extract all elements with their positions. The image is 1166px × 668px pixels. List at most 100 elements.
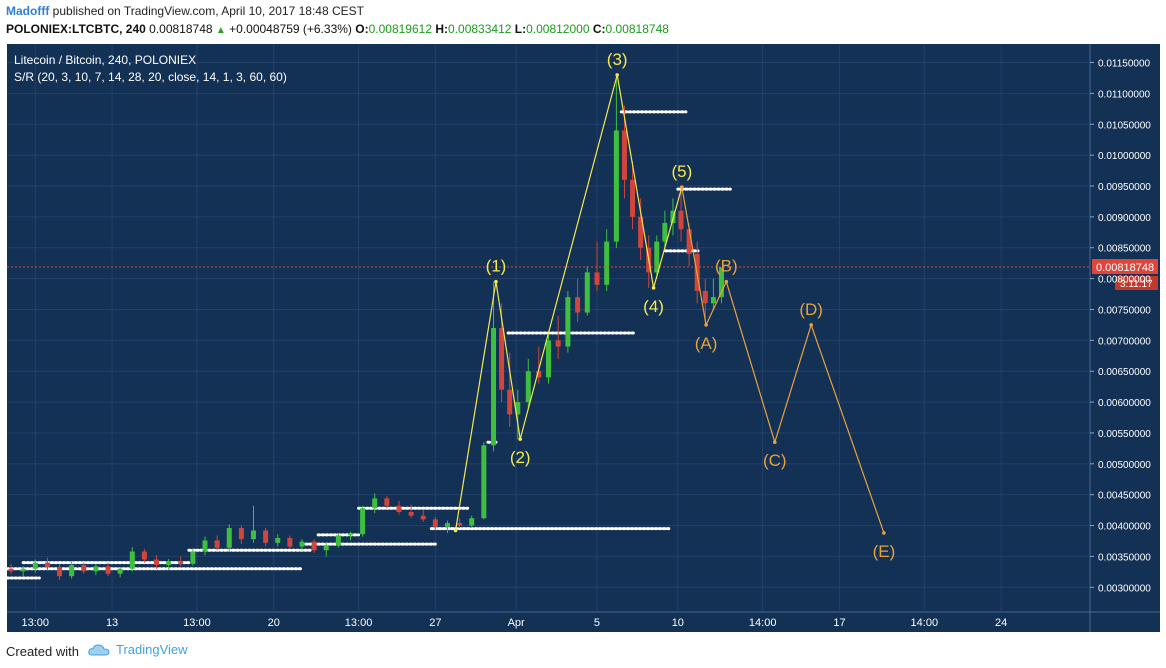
open-value: 0.00819612 xyxy=(368,22,432,36)
current-price-tag xyxy=(1092,259,1158,275)
x-tick-label: 5 xyxy=(594,617,600,629)
y-tick-label: 0.00550000 xyxy=(1098,429,1151,440)
x-tick-label: 13:00 xyxy=(22,617,50,629)
impulse-wave-label: (4) xyxy=(643,297,664,316)
candle-body xyxy=(226,528,232,548)
publish-info: published on TradingView.com, April 10, … xyxy=(52,4,364,18)
y-tick-label: 0.01150000 xyxy=(1098,59,1151,70)
x-tick-label: 24 xyxy=(995,617,1007,629)
y-tick-label: 0.00750000 xyxy=(1098,305,1151,316)
open-label: O: xyxy=(355,22,369,36)
symbol-label: POLONIEX:LTCBTC, 240 xyxy=(6,22,146,36)
candle-body xyxy=(613,130,619,242)
candle-body xyxy=(263,530,269,543)
corrective-wave-point xyxy=(772,440,777,445)
impulse-wave-label: (2) xyxy=(510,448,531,467)
y-tick-label: 0.00900000 xyxy=(1098,213,1151,224)
candle-body xyxy=(154,559,160,566)
created-with-label: Created with xyxy=(6,644,79,659)
candle-body xyxy=(8,568,14,572)
grid-lines xyxy=(7,44,1090,612)
candle-body xyxy=(499,328,505,390)
corrective-wave-label: (D) xyxy=(799,300,823,319)
x-tick-label: 27 xyxy=(429,617,441,629)
candle-body xyxy=(178,561,184,564)
candle-body xyxy=(604,241,610,285)
impulse-wave-point xyxy=(494,279,498,284)
x-tick-label: Apr xyxy=(508,617,525,629)
corrective-wave-point xyxy=(882,531,886,535)
price-axis: 0.00300000 0.00350000 0.00400000 0.00450000… xyxy=(1090,59,1151,594)
candle-body xyxy=(621,130,627,180)
close-value: 0.00818748 xyxy=(605,22,669,36)
candle-body xyxy=(202,540,208,552)
candle-body xyxy=(93,566,99,572)
candle-body xyxy=(32,562,38,569)
candle-body xyxy=(238,528,244,540)
candle-body xyxy=(702,290,708,304)
support-resistance-levels xyxy=(5,110,732,580)
low-label: L: xyxy=(514,22,527,36)
candle-body xyxy=(81,565,87,572)
y-tick-label: 0.00500000 xyxy=(1098,460,1151,471)
candlesticks xyxy=(8,74,724,580)
candle-body xyxy=(57,567,63,577)
candle-body xyxy=(166,561,172,566)
time-axis: 13:00 13 13:00 20 13:00 27 Apr 5 10 14:00 17 14:00 2… xyxy=(22,617,1008,629)
x-tick-label: 14:00 xyxy=(911,617,939,629)
candle-body xyxy=(584,272,590,313)
high-label: H: xyxy=(435,22,449,36)
corrective-wave-point xyxy=(809,323,813,327)
corrective-wave-line xyxy=(681,187,885,534)
publish-line: Madofff published on TradingView.com, Ap… xyxy=(6,4,364,18)
candle-body xyxy=(420,515,426,520)
candle-body xyxy=(515,402,521,415)
chart-header: Madofff published on TradingView.com, Ap… xyxy=(0,0,1166,40)
candle-body xyxy=(555,340,561,347)
candle-body xyxy=(662,223,668,242)
price-axis-panel xyxy=(1090,44,1160,612)
candle-body xyxy=(360,508,366,535)
current-price-label: 0.00818748 xyxy=(1096,262,1154,274)
indicator-legend: S/R (20, 3, 10, 7, 14, 28, 20, close, 14… xyxy=(14,70,287,84)
candle-body xyxy=(678,210,684,230)
candle-body xyxy=(372,498,378,509)
candle-body xyxy=(69,565,75,577)
candle-body xyxy=(481,445,487,519)
x-tick-label: 17 xyxy=(833,617,845,629)
candle-body xyxy=(718,267,724,298)
candle-body xyxy=(594,272,600,285)
candle-body xyxy=(129,551,135,569)
y-tick-label: 0.00650000 xyxy=(1098,367,1151,378)
candle-body xyxy=(469,518,475,526)
impulse-wave-line xyxy=(454,74,683,531)
countdown-label: 3:11:17 xyxy=(1120,279,1153,290)
corrective-wave-point xyxy=(704,323,708,327)
candle-body xyxy=(638,216,644,248)
close-label: C: xyxy=(592,22,606,36)
brand-name: TradingView xyxy=(116,642,188,657)
candle-body xyxy=(525,371,531,403)
candle-body xyxy=(444,523,450,527)
tradingview-logo[interactable]: TradingView xyxy=(88,642,188,657)
corrective-wave-label: (E) xyxy=(873,542,896,561)
impulse-wave-point xyxy=(615,73,619,77)
y-tick-label: 0.01000000 xyxy=(1098,151,1151,162)
candle-body xyxy=(710,297,716,304)
chart-legend-title: Litecoin / Bitcoin, 240, POLONIEX xyxy=(14,53,196,67)
candle-body xyxy=(654,241,660,273)
candle-body xyxy=(686,229,692,254)
y-tick-label: 0.00600000 xyxy=(1098,398,1151,409)
up-arrow-icon: ▲ xyxy=(215,25,226,36)
author-link[interactable]: Madofff xyxy=(6,4,50,18)
candle-body xyxy=(117,568,123,574)
x-tick-label: 13:00 xyxy=(345,617,373,629)
candle-body xyxy=(105,566,111,574)
candle-body xyxy=(536,371,542,378)
impulse-wave-point xyxy=(651,286,656,290)
candle-body xyxy=(384,498,390,506)
candle-body xyxy=(299,541,305,547)
candle-body xyxy=(347,534,353,536)
y-tick-label: 0.00450000 xyxy=(1098,491,1151,502)
